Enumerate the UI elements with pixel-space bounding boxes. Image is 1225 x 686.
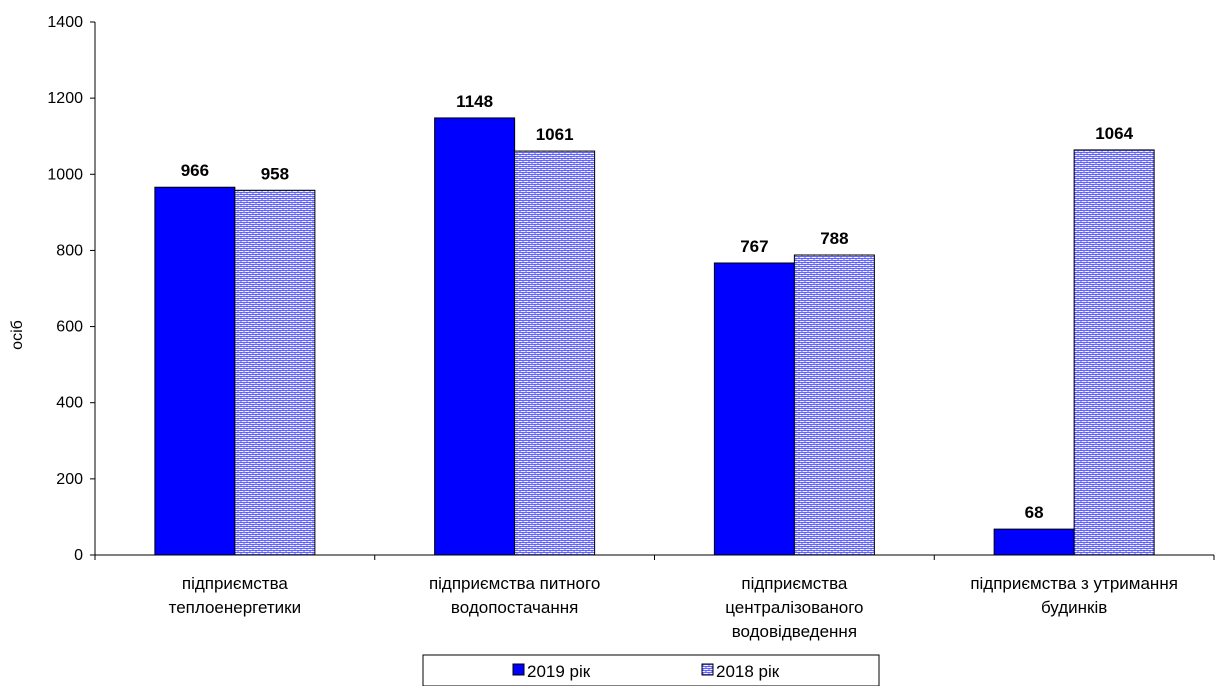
data-label: 767 xyxy=(740,237,768,256)
bar xyxy=(793,254,875,556)
x-category-label: централізованого xyxy=(725,598,863,617)
legend: 2019 рік 2018 рік xyxy=(422,654,880,686)
bar xyxy=(993,528,1075,556)
plot-area: 0 200 400 600 800 1000 1200 1400 966 958 підприємс… xyxy=(47,14,1215,641)
data-label: 958 xyxy=(261,164,289,183)
x-category-label: підприємства xyxy=(741,574,848,593)
x-category-label: будинків xyxy=(1041,598,1107,617)
bar xyxy=(434,117,516,556)
legend-label: 2018 рік xyxy=(716,662,780,681)
x-category-label: підприємства з утримання xyxy=(970,574,1178,593)
y-tick-label: 1200 xyxy=(47,90,83,107)
y-tick-label: 0 xyxy=(74,547,83,564)
x-category-label: водовідведення xyxy=(732,622,857,641)
y-tick-label: 600 xyxy=(56,319,83,336)
y-tick-label: 800 xyxy=(56,242,83,259)
data-label: 1148 xyxy=(456,92,493,111)
data-label: 788 xyxy=(820,229,848,248)
bar xyxy=(234,189,316,556)
data-label: 966 xyxy=(181,161,209,180)
data-label: 68 xyxy=(1025,503,1044,522)
legend-swatch xyxy=(512,663,525,676)
bar xyxy=(154,186,236,556)
bar xyxy=(713,262,795,556)
x-category-label: теплоенергетики xyxy=(169,598,302,617)
x-category-label: підприємства питного xyxy=(429,574,600,593)
bar xyxy=(514,150,596,556)
x-category-label: підприємства xyxy=(182,574,289,593)
y-tick-label: 1000 xyxy=(47,166,83,183)
bar xyxy=(1073,149,1155,556)
legend-label: 2019 рік xyxy=(527,662,591,681)
data-label: 1061 xyxy=(536,125,574,144)
y-axis-title: осіб xyxy=(9,320,26,350)
x-category-label: водопостачання xyxy=(451,598,578,617)
y-tick-label: 400 xyxy=(56,395,83,412)
legend-box xyxy=(422,654,880,686)
data-label: 1064 xyxy=(1095,124,1133,143)
y-tick-label: 200 xyxy=(56,471,83,488)
legend-swatch xyxy=(701,663,714,676)
y-tick-label: 1400 xyxy=(47,14,83,31)
